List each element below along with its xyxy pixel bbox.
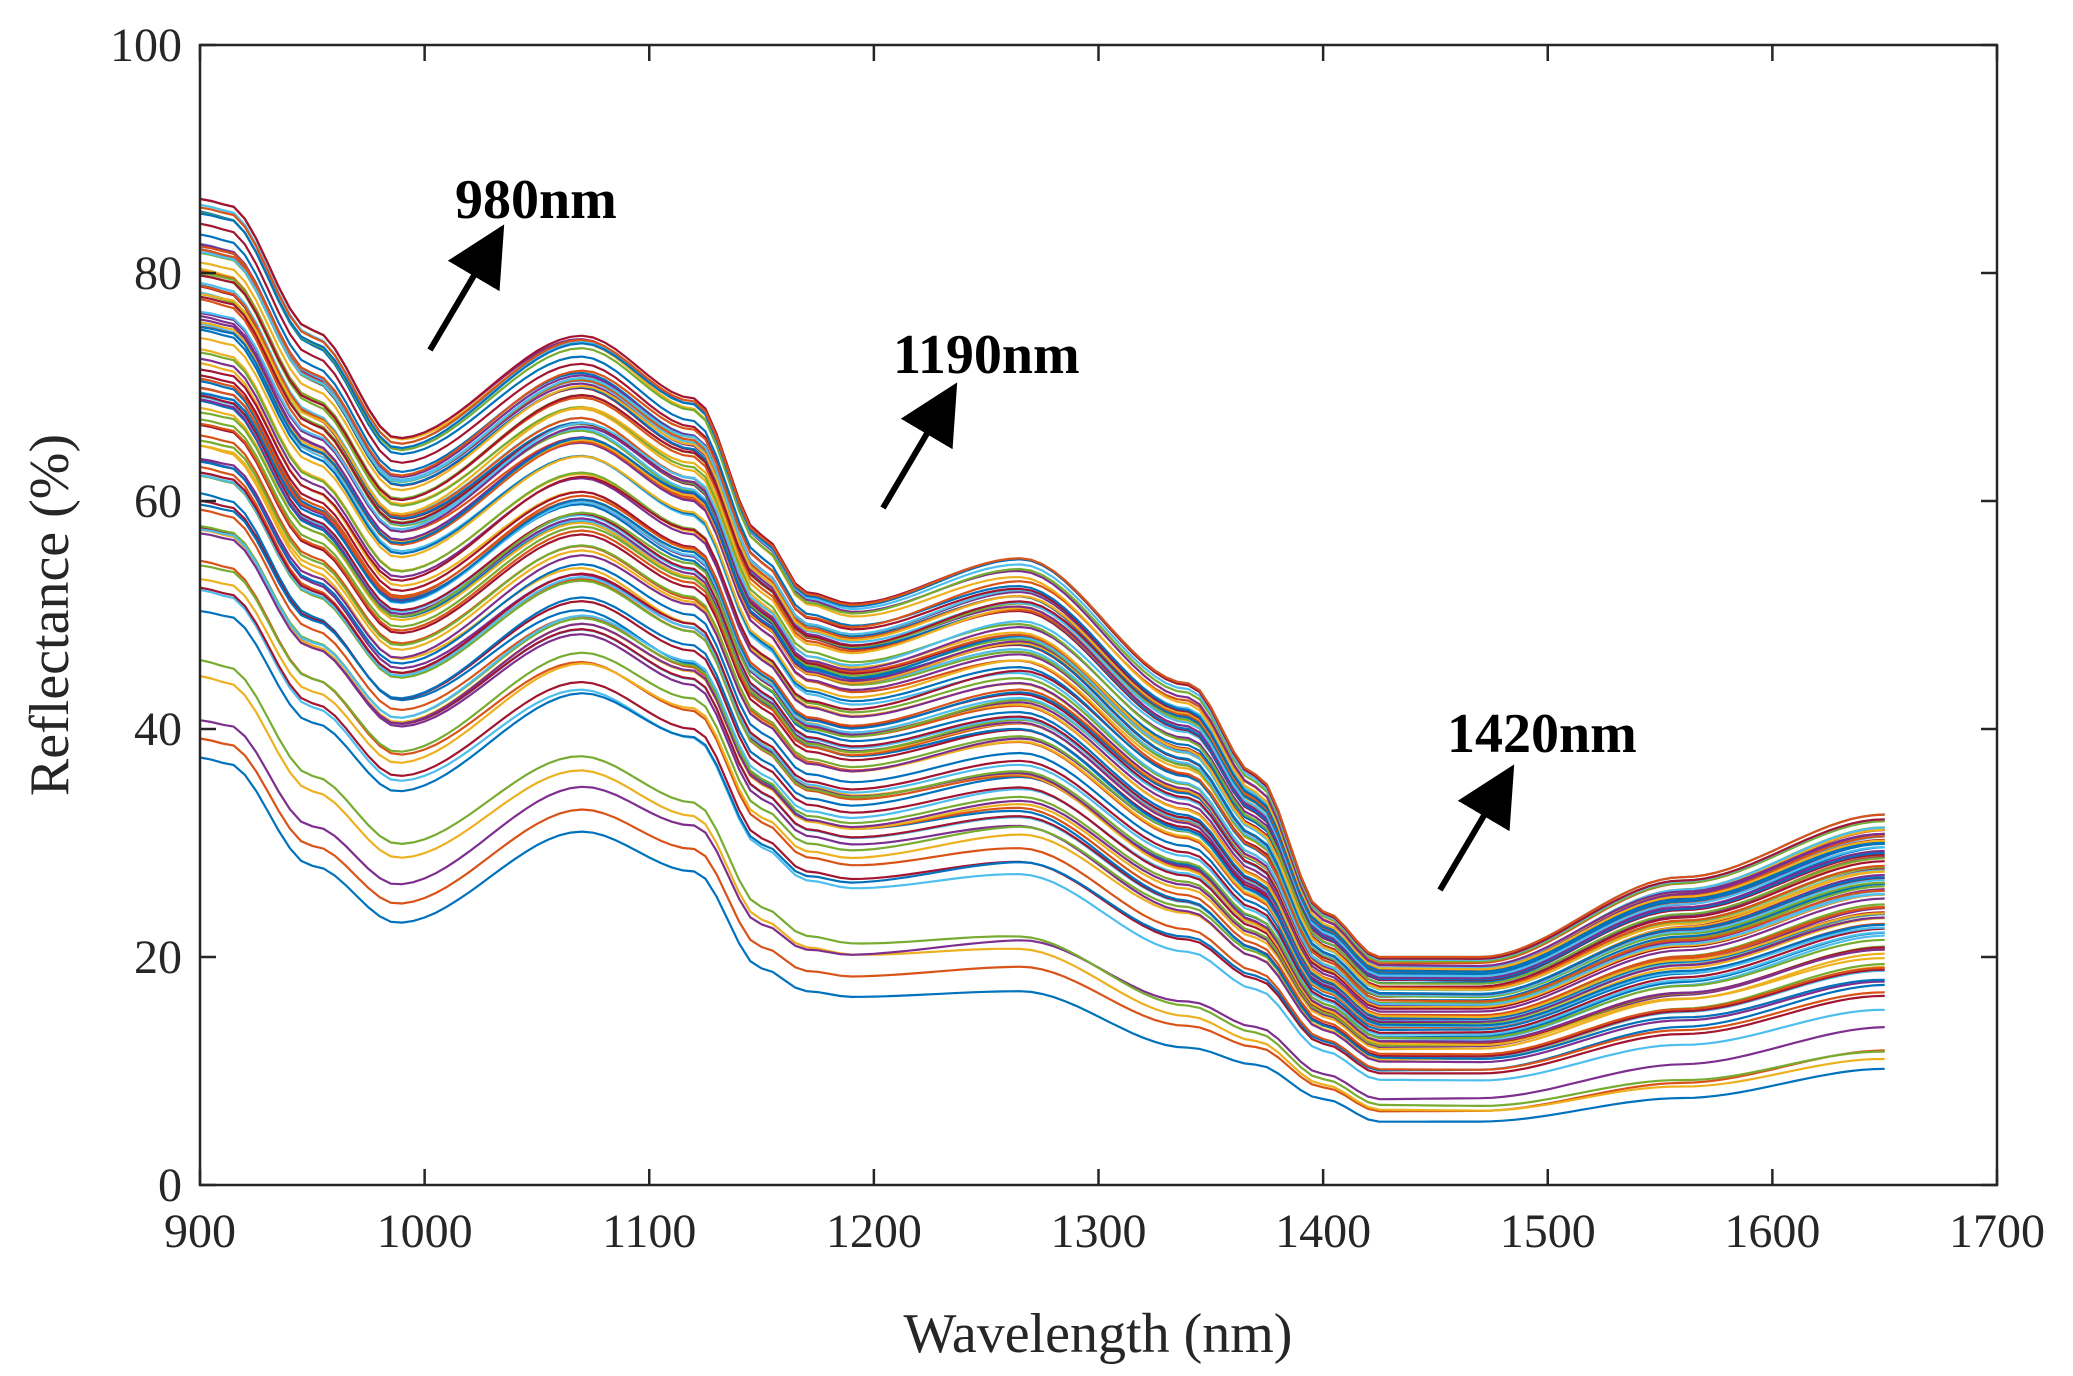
annotations: 980nm 1190nm 1420nm (427, 169, 1637, 892)
y-tick-label-20: 20 (134, 931, 182, 984)
x-axis-title: Wavelength (nm) (904, 1303, 1293, 1365)
x-tick-label-1200: 1200 (826, 1205, 922, 1258)
spectrum-line (199, 559, 1885, 1071)
x-tick-label-1000: 1000 (377, 1205, 473, 1258)
y-tick-label-60: 60 (134, 475, 182, 528)
spectrum-line (199, 244, 1885, 980)
spectrum-line (199, 474, 1885, 1040)
x-tick-label-1400: 1400 (1275, 1205, 1371, 1258)
spectra-lines (199, 197, 1885, 1123)
spectrum-line (199, 460, 1885, 1031)
spectrum-line (199, 211, 1885, 963)
x-tick-label-1600: 1600 (1724, 1205, 1820, 1258)
x-tick-label-900: 900 (164, 1205, 236, 1258)
spectrum-line (199, 658, 1885, 1108)
axis-ticks (198, 43, 1999, 1187)
spectrum-line (199, 273, 1885, 985)
spectrum-line (199, 719, 1885, 1101)
spectrum-line (199, 243, 1885, 971)
spectrum-line (199, 674, 1885, 1112)
spectrum-line (199, 374, 1885, 1010)
spectrum-line (199, 756, 1885, 1123)
annotation-1190nm: 1190nm (893, 324, 1080, 386)
spectrum-line (199, 361, 1885, 1019)
annotation-arrow-1190 (880, 382, 958, 510)
spectrum-line (199, 474, 1885, 1036)
y-tick-label-80: 80 (134, 247, 182, 300)
x-tick-label-1300: 1300 (1051, 1205, 1147, 1258)
annotation-arrow-980 (427, 224, 505, 352)
spectrum-line (199, 508, 1885, 1056)
spectrum-line (199, 261, 1885, 971)
annotation-980nm: 980nm (455, 169, 617, 231)
spectrum-line (199, 588, 1885, 1082)
annotation-arrow-1420 (1437, 764, 1515, 892)
spectrum-line (199, 526, 1885, 1058)
x-tick-label-1500: 1500 (1500, 1205, 1596, 1258)
y-tick-label-40: 40 (134, 703, 182, 756)
spectrum-line (199, 206, 1885, 959)
spectrum-line (199, 459, 1885, 1043)
spectrum-line (199, 471, 1885, 1034)
y-axis-title: Reflectance (%) (19, 434, 81, 796)
x-tick-label-1100: 1100 (602, 1205, 696, 1258)
y-tick-label-0: 0 (158, 1159, 182, 1212)
spectrum-line (199, 284, 1885, 996)
spectrum-line (199, 444, 1885, 1027)
spectrum-line (199, 284, 1885, 990)
spectrum-line (199, 609, 1885, 1072)
spectrum-line (199, 328, 1885, 1002)
spectrum-line (199, 492, 1885, 1061)
axis-tick-labels: 900 1000 1100 1200 1300 1400 1500 1600 1700 0 20 40… (110, 19, 2045, 1258)
spectrum-line (199, 532, 1885, 1049)
spectrum-line (199, 399, 1885, 1027)
spectrum-line (199, 210, 1885, 973)
spectrum-line (199, 737, 1885, 1113)
x-tick-label-1700: 1700 (1949, 1205, 2045, 1258)
annotation-1420nm: 1420nm (1447, 703, 1637, 765)
y-tick-label-100: 100 (110, 19, 182, 72)
